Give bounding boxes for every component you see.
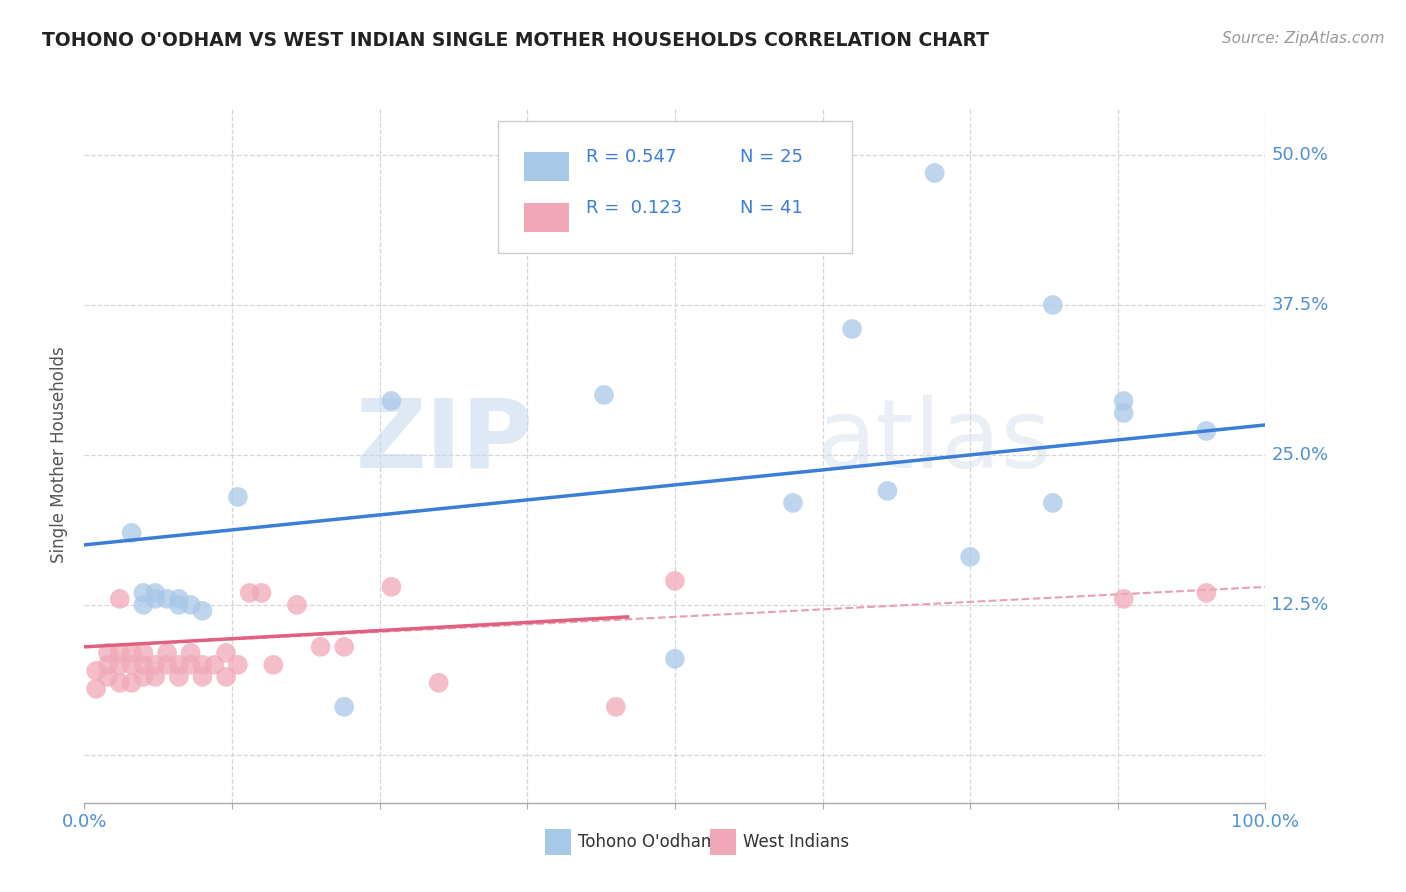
Point — [380, 393, 402, 408]
Point — [121, 657, 143, 672]
Point — [191, 604, 214, 618]
Text: ZIP: ZIP — [356, 394, 533, 488]
Text: 50.0%: 50.0% — [1271, 146, 1329, 164]
Point — [1195, 586, 1218, 600]
Point — [191, 670, 214, 684]
Y-axis label: Single Mother Households: Single Mother Households — [51, 347, 69, 563]
Point — [121, 646, 143, 660]
Point — [924, 166, 946, 180]
Point — [121, 525, 143, 540]
Text: atlas: atlas — [817, 394, 1052, 488]
Point — [215, 646, 238, 660]
Text: N = 25: N = 25 — [740, 148, 803, 167]
Point — [226, 490, 249, 504]
Point — [309, 640, 332, 654]
Text: N = 41: N = 41 — [740, 199, 803, 218]
Point — [876, 483, 898, 498]
Point — [167, 670, 190, 684]
Bar — [710, 829, 737, 855]
Text: 25.0%: 25.0% — [1271, 446, 1329, 464]
Point — [1112, 406, 1135, 420]
Point — [143, 670, 166, 684]
Point — [605, 699, 627, 714]
Point — [132, 657, 155, 672]
Point — [959, 549, 981, 564]
Point — [167, 598, 190, 612]
Point — [97, 670, 120, 684]
Point — [143, 586, 166, 600]
Point — [180, 646, 202, 660]
FancyBboxPatch shape — [498, 121, 852, 253]
Point — [132, 598, 155, 612]
Point — [664, 652, 686, 666]
Text: 37.5%: 37.5% — [1271, 296, 1329, 314]
Point — [593, 388, 616, 402]
Point — [108, 591, 131, 606]
Point — [180, 657, 202, 672]
Text: R =  0.123: R = 0.123 — [586, 199, 682, 218]
Point — [1112, 591, 1135, 606]
Text: Tohono O'odham: Tohono O'odham — [578, 833, 717, 851]
Point — [132, 670, 155, 684]
Point — [333, 640, 356, 654]
Point — [108, 676, 131, 690]
Point — [84, 681, 107, 696]
Point — [156, 657, 179, 672]
Text: TOHONO O'ODHAM VS WEST INDIAN SINGLE MOTHER HOUSEHOLDS CORRELATION CHART: TOHONO O'ODHAM VS WEST INDIAN SINGLE MOT… — [42, 31, 990, 50]
Text: Source: ZipAtlas.com: Source: ZipAtlas.com — [1222, 31, 1385, 46]
Point — [97, 646, 120, 660]
Text: 12.5%: 12.5% — [1271, 596, 1329, 614]
Point — [1042, 496, 1064, 510]
Point — [1112, 393, 1135, 408]
Point — [191, 657, 214, 672]
Point — [1042, 298, 1064, 312]
Point — [156, 591, 179, 606]
Point — [167, 657, 190, 672]
Point — [121, 676, 143, 690]
Point — [1195, 424, 1218, 438]
Point — [143, 591, 166, 606]
Point — [226, 657, 249, 672]
Point — [132, 646, 155, 660]
Text: R = 0.547: R = 0.547 — [586, 148, 676, 167]
Point — [215, 670, 238, 684]
Point — [97, 657, 120, 672]
Point — [380, 580, 402, 594]
Point — [427, 676, 450, 690]
Point — [285, 598, 308, 612]
Point — [250, 586, 273, 600]
Text: West Indians: West Indians — [744, 833, 849, 851]
Bar — [523, 152, 568, 181]
Point — [202, 657, 225, 672]
Point — [333, 699, 356, 714]
Point — [156, 646, 179, 660]
Point — [782, 496, 804, 510]
Bar — [546, 829, 571, 855]
Point — [262, 657, 284, 672]
Point — [108, 646, 131, 660]
Point — [239, 586, 262, 600]
Bar — [523, 202, 568, 232]
Point — [841, 322, 863, 336]
Point — [180, 598, 202, 612]
Point — [84, 664, 107, 678]
Point — [143, 657, 166, 672]
Point — [132, 586, 155, 600]
Point — [167, 591, 190, 606]
Point — [108, 657, 131, 672]
Point — [664, 574, 686, 588]
